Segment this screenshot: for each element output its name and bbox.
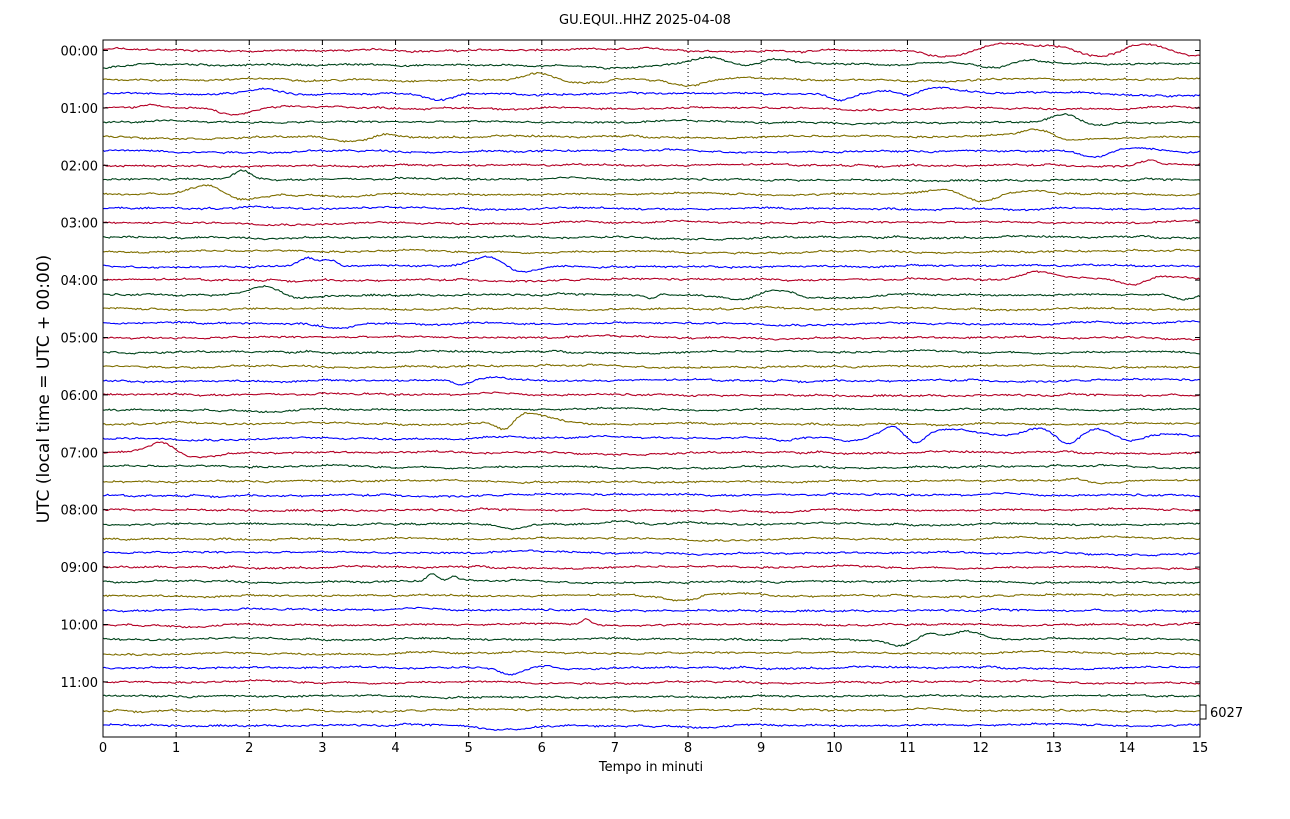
plot-frame — [102, 39, 1201, 738]
x-tick-label: 6 — [538, 741, 546, 756]
seismic-trace — [102, 159, 1201, 169]
seismic-trace — [102, 722, 1201, 731]
y-axis-ticks: 00:00 01:00 02:00 03:00 04:00 05:00 06:00 07:00… — [61, 45, 1200, 691]
seismic-trace — [102, 270, 1201, 286]
seismic-trace — [102, 412, 1201, 431]
seismic-trace — [102, 679, 1201, 686]
y-tick-label: 03:00 — [61, 217, 98, 232]
x-tick-label: 0 — [99, 741, 107, 756]
seismic-trace — [102, 113, 1201, 127]
seismic-trace — [102, 649, 1201, 657]
y-tick-label: 05:00 — [61, 332, 98, 347]
seismic-trace — [102, 334, 1200, 341]
seismic-trace — [102, 56, 1201, 70]
x-tick-label: 13 — [1045, 741, 1062, 756]
seismic-trace — [103, 375, 1201, 386]
seismic-trace — [102, 707, 1201, 714]
y-axis-label: UTC (local time = UTC + 00:00) — [34, 255, 54, 524]
seismic-trace — [102, 406, 1201, 414]
trace-group — [102, 42, 1201, 731]
x-tick-label: 11 — [899, 741, 916, 756]
seismic-trace — [102, 507, 1201, 514]
x-tick-label: 12 — [972, 741, 989, 756]
x-tick-label: 9 — [757, 741, 765, 756]
y-tick-label: 02:00 — [61, 159, 98, 174]
seismic-trace — [102, 219, 1201, 227]
minute-grid — [175, 40, 1128, 737]
scale-bracket — [1200, 704, 1207, 720]
x-tick-label: 14 — [1119, 741, 1136, 756]
seismic-trace — [102, 284, 1201, 301]
y-tick-label: 09:00 — [61, 561, 98, 576]
scale-label: 6027 — [1210, 706, 1243, 721]
seismic-trace — [102, 205, 1201, 212]
x-tick-label: 1 — [172, 741, 180, 756]
x-tick-label: 2 — [245, 741, 253, 756]
chart-title: GU.EQUI..HHZ 2025-04-08 — [559, 13, 731, 28]
y-tick-label: 01:00 — [61, 102, 98, 117]
y-tick-label: 04:00 — [61, 274, 98, 289]
seismic-trace — [102, 146, 1201, 159]
x-tick-label: 8 — [684, 741, 692, 756]
y-tick-label: 11:00 — [61, 676, 98, 691]
x-tick-label: 10 — [826, 741, 843, 756]
seismic-trace — [102, 463, 1201, 470]
seismic-trace — [102, 184, 1201, 203]
seismic-trace — [102, 573, 1201, 585]
seismic-trace — [102, 629, 1201, 647]
y-tick-label: 06:00 — [61, 389, 98, 404]
x-axis-ticks: 0 1 2 3 4 5 6 7 8 9 10 11 12 13 14 15 — [99, 40, 1208, 756]
seismic-trace — [102, 86, 1201, 102]
seismic-trace — [102, 305, 1200, 312]
seismic-trace — [102, 169, 1201, 183]
seismic-trace — [102, 491, 1201, 499]
seismic-trace — [102, 348, 1201, 355]
seismic-trace — [102, 103, 1201, 116]
seismic-trace — [102, 520, 1201, 531]
x-tick-label: 7 — [611, 741, 619, 756]
y-tick-label: 08:00 — [61, 504, 98, 519]
x-tick-label: 5 — [465, 741, 473, 756]
y-tick-label: 00:00 — [61, 45, 98, 60]
seismic-trace — [103, 255, 1201, 273]
seismic-trace — [102, 535, 1201, 542]
seismic-trace — [102, 592, 1201, 602]
seismic-trace — [102, 606, 1201, 613]
seismic-trace — [102, 391, 1201, 398]
seismic-trace — [102, 441, 1201, 459]
seismic-trace — [102, 234, 1201, 241]
x-tick-label: 4 — [391, 741, 399, 756]
seismic-trace — [102, 564, 1201, 571]
seismic-trace — [102, 71, 1201, 88]
seismic-trace — [102, 320, 1201, 330]
y-tick-label: 10:00 — [61, 619, 98, 634]
seismic-trace — [102, 693, 1201, 700]
seismic-trace — [103, 617, 1201, 629]
x-tick-label: 15 — [1192, 741, 1209, 756]
seismic-trace — [102, 128, 1201, 143]
seismic-trace — [102, 42, 1201, 58]
x-tick-label: 3 — [318, 741, 326, 756]
y-tick-label: 07:00 — [61, 446, 98, 461]
x-axis-label: Tempo in minuti — [598, 760, 703, 775]
seismic-trace — [102, 477, 1201, 485]
seismic-trace — [102, 664, 1201, 676]
seismic-trace — [102, 549, 1201, 557]
seismic-trace — [102, 425, 1201, 445]
seismic-trace — [103, 248, 1201, 255]
seismic-trace — [102, 363, 1201, 370]
